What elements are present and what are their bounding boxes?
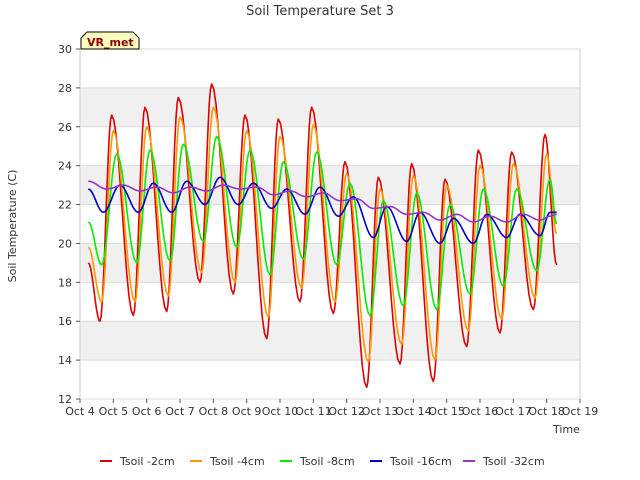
y-tick-label: 18	[58, 276, 72, 289]
y-tick-label: 24	[58, 160, 72, 173]
series-line-tsoil-4cm	[87, 106, 558, 363]
x-tick-label: Oct 12	[328, 405, 365, 418]
legend-label: Tsoil -2cm	[119, 455, 175, 468]
x-tick-label: Oct 6	[132, 405, 162, 418]
y-axis-label: Soil Temperature (C)	[6, 170, 19, 283]
legend: Tsoil -2cm Tsoil -4cm Tsoil -8cm Tsoil -16c…	[100, 455, 545, 468]
y-axis-ticks: 12 14 16 18 20 22 24 26 28 30	[58, 43, 80, 406]
x-tick-label: Oct 14	[395, 405, 432, 418]
legend-label: Tsoil -16cm	[389, 455, 452, 468]
x-tick-label: Oct 10	[262, 405, 299, 418]
y-tick-label: 14	[58, 354, 72, 367]
chart-title: Soil Temperature Set 3	[246, 4, 394, 19]
x-tick-label: Oct 7	[165, 405, 195, 418]
x-tick-label: Oct 11	[295, 405, 332, 418]
grid-band	[80, 321, 580, 361]
x-axis-ticks: Oct 4 Oct 5 Oct 6 Oct 7 Oct 8 Oct 9 Oct 10Oct …	[65, 399, 598, 418]
y-tick-label: 20	[58, 237, 72, 250]
y-tick-label: 16	[58, 315, 72, 328]
x-tick-label: Oct 16	[462, 405, 499, 418]
grid-band	[80, 87, 580, 127]
y-tick-label: 28	[58, 82, 72, 95]
y-tick-label: 30	[58, 43, 72, 56]
badge-shape	[80, 31, 140, 50]
grid-band	[80, 360, 580, 399]
x-tick-label: Oct 4	[65, 405, 95, 418]
x-tick-label: Oct 15	[428, 405, 465, 418]
x-tick-label: Oct 5	[99, 405, 129, 418]
grid-band	[80, 49, 580, 88]
grid-lines	[80, 48, 580, 400]
x-tick-label: Oct 17	[495, 405, 532, 418]
grid-bands	[80, 49, 580, 399]
series-line-tsoil-32cm	[88, 180, 557, 223]
x-axis-label: Time	[552, 423, 580, 436]
series-line-tsoil-2cm	[87, 83, 558, 389]
y-tick-label: 12	[58, 393, 72, 406]
station-badge: VR_met	[80, 31, 140, 50]
y-tick-label: 22	[58, 199, 72, 212]
series-line-tsoil-8cm	[87, 135, 558, 317]
legend-label: Tsoil -32cm	[482, 455, 545, 468]
grid-band	[80, 126, 580, 166]
legend-label: Tsoil -4cm	[209, 455, 265, 468]
x-tick-label: Oct 13	[362, 405, 399, 418]
x-tick-label: Oct 18	[528, 405, 565, 418]
x-tick-label: Oct 9	[232, 405, 262, 418]
legend-label: Tsoil -8cm	[299, 455, 355, 468]
y-tick-label: 26	[58, 121, 72, 134]
x-tick-label: Oct 8	[199, 405, 229, 418]
x-tick-label: Oct 19	[562, 405, 599, 418]
badge-label: VR_met	[87, 36, 134, 49]
series-lines	[87, 83, 558, 389]
